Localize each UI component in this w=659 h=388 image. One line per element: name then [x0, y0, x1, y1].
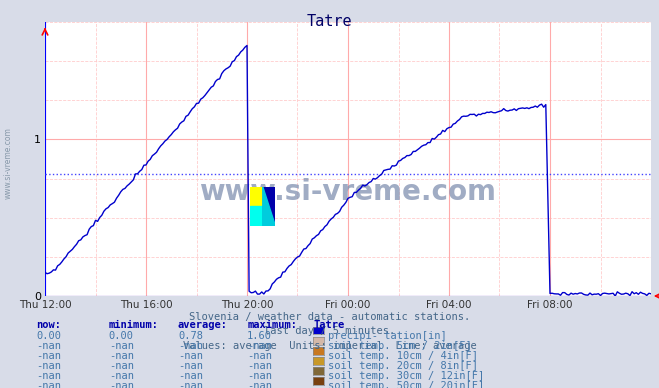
Text: 0.78: 0.78	[178, 331, 203, 341]
Polygon shape	[263, 187, 275, 225]
Text: -nan: -nan	[36, 381, 61, 388]
Text: -nan: -nan	[36, 371, 61, 381]
Text: average:: average:	[178, 320, 228, 330]
Text: -nan: -nan	[36, 351, 61, 361]
Text: 0.00: 0.00	[109, 331, 134, 341]
Bar	[250, 187, 263, 206]
Bar	[263, 187, 275, 225]
Text: maximum:: maximum:	[247, 320, 297, 330]
Text: -nan: -nan	[178, 381, 203, 388]
Text: -nan: -nan	[247, 371, 272, 381]
Text: soil temp. 20cm / 8in[F]: soil temp. 20cm / 8in[F]	[328, 361, 478, 371]
Text: -nan: -nan	[178, 341, 203, 351]
Text: www.si-vreme.com: www.si-vreme.com	[3, 127, 13, 199]
Text: www.si-vreme.com: www.si-vreme.com	[200, 178, 496, 206]
Text: -nan: -nan	[247, 381, 272, 388]
Text: -nan: -nan	[109, 341, 134, 351]
Text: -nan: -nan	[178, 371, 203, 381]
Text: 1.60: 1.60	[247, 331, 272, 341]
Text: -nan: -nan	[247, 351, 272, 361]
Text: -nan: -nan	[247, 341, 272, 351]
Text: Tatre: Tatre	[306, 14, 353, 29]
Text: -nan: -nan	[109, 361, 134, 371]
Text: minimum:: minimum:	[109, 320, 159, 330]
Text: -nan: -nan	[178, 361, 203, 371]
Text: now:: now:	[36, 320, 61, 330]
Text: -nan: -nan	[178, 351, 203, 361]
Text: -nan: -nan	[109, 351, 134, 361]
Text: soil temp. 5cm / 2in[F]: soil temp. 5cm / 2in[F]	[328, 341, 471, 351]
Text: -nan: -nan	[36, 341, 61, 351]
Text: Values: average  Units: imperial  Line: average: Values: average Units: imperial Line: av…	[183, 341, 476, 351]
Bar	[250, 206, 263, 225]
Text: soil temp. 50cm / 20in[F]: soil temp. 50cm / 20in[F]	[328, 381, 484, 388]
Text: 0.00: 0.00	[36, 331, 61, 341]
Text: last day / 5 minutes.: last day / 5 minutes.	[264, 326, 395, 336]
Text: Slovenia / weather data - automatic stations.: Slovenia / weather data - automatic stat…	[189, 312, 470, 322]
Text: precipi- tation[in]: precipi- tation[in]	[328, 331, 446, 341]
Text: Tatre: Tatre	[313, 320, 344, 330]
Text: -nan: -nan	[247, 361, 272, 371]
Text: -nan: -nan	[109, 371, 134, 381]
Text: soil temp. 10cm / 4in[F]: soil temp. 10cm / 4in[F]	[328, 351, 478, 361]
Text: -nan: -nan	[36, 361, 61, 371]
Text: soil temp. 30cm / 12in[F]: soil temp. 30cm / 12in[F]	[328, 371, 484, 381]
Text: -nan: -nan	[109, 381, 134, 388]
